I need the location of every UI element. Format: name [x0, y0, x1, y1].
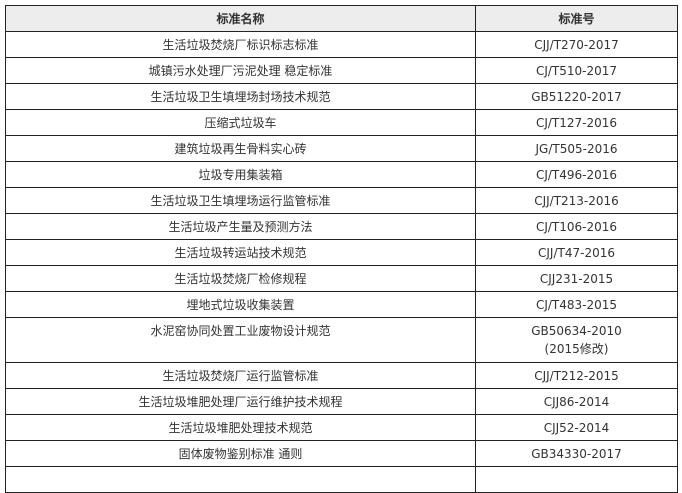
standard-name-cell: 固体废物鉴别标准 通则 — [5, 440, 476, 467]
standards-table: 标准名称 标准号 生活垃圾焚烧厂标识标志标准 CJJ/T270-2017 城镇污水处… — [5, 5, 678, 493]
empty-cell — [5, 466, 476, 493]
table-row: 生活垃圾产生量及预测方法 CJ/T106-2016 — [5, 213, 678, 240]
table-row: 生活垃圾卫生填埋场运行监管标准 CJJ/T213-2016 — [5, 187, 678, 214]
column-header-code: 标准号 — [475, 5, 678, 32]
standard-code-cell: CJJ52-2014 — [475, 414, 678, 441]
standard-name-cell: 生活垃圾焚烧厂运行监管标准 — [5, 362, 476, 389]
table-row: 生活垃圾堆肥处理技术规范 CJJ52-2014 — [5, 414, 678, 441]
standard-code-note: (2015修改) — [544, 342, 609, 356]
standard-code-cell: CJJ/T270-2017 — [475, 31, 678, 58]
table-row: 生活垃圾堆肥处理厂运行维护技术规程 CJJ86-2014 — [5, 388, 678, 415]
table-row: 建筑垃圾再生骨料实心砖 JG/T505-2016 — [5, 135, 678, 162]
table-row-partial — [5, 466, 678, 493]
standard-name-cell: 城镇污水处理厂污泥处理 稳定标准 — [5, 57, 476, 84]
standard-name-cell: 生活垃圾产生量及预测方法 — [5, 213, 476, 240]
standard-name-cell: 埋地式垃圾收集装置 — [5, 291, 476, 318]
standard-name-cell: 生活垃圾焚烧厂检修规程 — [5, 265, 476, 292]
table-row: 生活垃圾转运站技术规范 CJJ/T47-2016 — [5, 239, 678, 266]
standard-name-cell: 生活垃圾堆肥处理厂运行维护技术规程 — [5, 388, 476, 415]
standard-code-cell: GB34330-2017 — [475, 440, 678, 467]
standard-name-cell: 垃圾专用集装箱 — [5, 161, 476, 188]
standard-name-cell: 生活垃圾转运站技术规范 — [5, 239, 476, 266]
standard-code-cell: CJ/T106-2016 — [475, 213, 678, 240]
standard-name-cell: 生活垃圾卫生填埋场运行监管标准 — [5, 187, 476, 214]
table-row: 垃圾专用集装箱 CJ/T496-2016 — [5, 161, 678, 188]
standard-code-cell: JG/T505-2016 — [475, 135, 678, 162]
standard-code-cell: CJ/T496-2016 — [475, 161, 678, 188]
table-row: 水泥窑协同处置工业废物设计规范 GB50634-2010 (2015修改) — [5, 317, 678, 363]
standard-code-cell: CJ/T483-2015 — [475, 291, 678, 318]
standard-name-cell: 生活垃圾焚烧厂标识标志标准 — [5, 31, 476, 58]
table-row: 生活垃圾卫生填埋场封场技术规范 GB51220-2017 — [5, 83, 678, 110]
table-row: 生活垃圾焚烧厂检修规程 CJJ231-2015 — [5, 265, 678, 292]
table-row: 埋地式垃圾收集装置 CJ/T483-2015 — [5, 291, 678, 318]
standard-code-cell: GB51220-2017 — [475, 83, 678, 110]
table-row: 固体废物鉴别标准 通则 GB34330-2017 — [5, 440, 678, 467]
table-row: 生活垃圾焚烧厂标识标志标准 CJJ/T270-2017 — [5, 31, 678, 58]
standard-code-cell: CJJ231-2015 — [475, 265, 678, 292]
standard-code-cell: CJJ86-2014 — [475, 388, 678, 415]
standard-name-cell: 压缩式垃圾车 — [5, 109, 476, 136]
standard-code-cell: CJ/T127-2016 — [475, 109, 678, 136]
standard-code-cell: CJJ/T47-2016 — [475, 239, 678, 266]
standard-code-cell: CJJ/T213-2016 — [475, 187, 678, 214]
standard-code-cell: CJJ/T212-2015 — [475, 362, 678, 389]
standard-name-cell: 建筑垃圾再生骨料实心砖 — [5, 135, 476, 162]
table-header-row: 标准名称 标准号 — [5, 5, 678, 32]
standard-name-cell: 生活垃圾卫生填埋场封场技术规范 — [5, 83, 476, 110]
standard-name-cell: 水泥窑协同处置工业废物设计规范 — [5, 317, 476, 363]
table-row: 生活垃圾焚烧厂运行监管标准 CJJ/T212-2015 — [5, 362, 678, 389]
standard-code-cell: GB50634-2010 (2015修改) — [475, 317, 678, 363]
standard-code: GB50634-2010 — [531, 324, 622, 338]
standard-name-cell: 生活垃圾堆肥处理技术规范 — [5, 414, 476, 441]
standard-code-cell: CJ/T510-2017 — [475, 57, 678, 84]
table-row: 压缩式垃圾车 CJ/T127-2016 — [5, 109, 678, 136]
table-row: 城镇污水处理厂污泥处理 稳定标准 CJ/T510-2017 — [5, 57, 678, 84]
empty-cell — [475, 466, 678, 493]
column-header-name: 标准名称 — [5, 5, 476, 32]
